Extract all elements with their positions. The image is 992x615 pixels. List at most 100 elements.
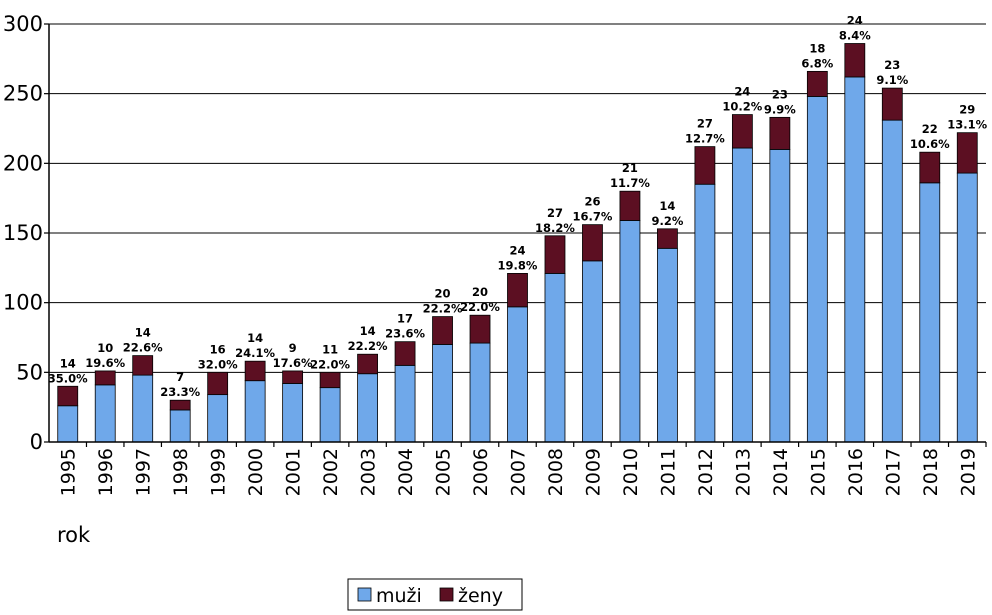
bar-zeny xyxy=(806,70,828,97)
data-label-percent: 22.2% xyxy=(348,339,388,353)
data-label-percent: 9.9% xyxy=(764,102,796,116)
x-tick-label: 2000 xyxy=(245,448,267,496)
x-tick-label: 2001 xyxy=(283,448,305,496)
bar-muzi xyxy=(57,405,79,443)
legend-swatch-zeny xyxy=(439,587,454,602)
data-label-count: 27 xyxy=(547,206,563,220)
data-label-percent: 23.3% xyxy=(160,385,200,399)
bar-zeny xyxy=(619,190,641,221)
y-tick-label: 200 xyxy=(3,151,43,175)
bar-muzi xyxy=(694,183,716,443)
data-label-percent: 32.0% xyxy=(198,357,238,371)
x-tick-label: 2009 xyxy=(582,448,604,496)
bar-zeny xyxy=(657,228,678,249)
data-label-percent: 24.1% xyxy=(235,346,275,360)
legend-box xyxy=(347,578,523,611)
bar-muzi xyxy=(769,148,791,443)
x-tick-label: 2013 xyxy=(732,448,754,496)
data-label-count: 14 xyxy=(135,326,151,340)
data-label-percent: 9.2% xyxy=(651,214,683,228)
legend: muži ženy xyxy=(347,578,523,611)
data-label-count: 24 xyxy=(509,243,525,257)
x-tick-label: 2014 xyxy=(770,448,792,496)
bar-muzi xyxy=(469,342,491,443)
data-label-percent: 19.8% xyxy=(498,258,538,272)
data-label-percent: 10.2% xyxy=(722,100,762,114)
bar-muzi xyxy=(844,76,866,443)
bar-zeny xyxy=(319,371,341,389)
legend-label-muzi: muži xyxy=(376,585,422,607)
legend-swatch-muzi xyxy=(357,587,372,602)
data-label-percent: 22.2% xyxy=(423,302,463,316)
x-tick-label: 2008 xyxy=(545,448,567,496)
bar-muzi xyxy=(244,380,266,443)
data-label-count: 20 xyxy=(472,285,488,299)
x-tick-label: 1999 xyxy=(208,448,230,496)
bar-muzi xyxy=(319,387,341,443)
data-label-count: 14 xyxy=(60,356,76,370)
data-label-percent: 12.7% xyxy=(685,132,725,146)
data-label-count: 14 xyxy=(360,324,376,338)
axes xyxy=(48,24,986,443)
data-label-count: 14 xyxy=(247,331,263,345)
bar-zeny xyxy=(844,43,866,78)
data-label-percent: 18.2% xyxy=(535,221,575,235)
bar-muzi xyxy=(357,373,378,443)
legend-label-zeny: ženy xyxy=(458,585,503,607)
data-label-percent: 22.0% xyxy=(460,300,500,314)
x-tick-label: 1997 xyxy=(133,448,155,496)
bar-zeny xyxy=(282,370,304,384)
y-tick-label: 100 xyxy=(3,291,43,315)
data-label-percent: 35.0% xyxy=(48,371,88,385)
data-label-count: 10 xyxy=(97,341,113,355)
bar-zeny xyxy=(207,371,229,396)
bar-muzi xyxy=(132,374,154,443)
bar-zeny xyxy=(769,116,791,150)
bar-zeny xyxy=(582,224,603,262)
bar-muzi xyxy=(282,383,304,443)
x-tick-label: 2016 xyxy=(845,448,867,496)
x-tick-label: 2019 xyxy=(957,448,979,496)
data-label-percent: 22.6% xyxy=(123,341,163,355)
x-tick-label: 2003 xyxy=(358,448,380,496)
x-tick-label: 2004 xyxy=(395,448,417,496)
x-tick-label: 2017 xyxy=(882,448,904,496)
x-axis-label: rok xyxy=(57,523,91,547)
data-label-count: 18 xyxy=(809,41,825,55)
x-tick-label: 2007 xyxy=(508,448,530,496)
bar-muzi xyxy=(657,247,678,443)
y-axis-ticks: 0 50 100 150 200 250 300 xyxy=(3,12,49,454)
data-label-percent: 8.4% xyxy=(839,29,871,43)
data-label-count: 20 xyxy=(435,287,451,301)
bar-muzi xyxy=(432,344,453,443)
x-tick-label: 2010 xyxy=(620,448,642,496)
data-label-count: 26 xyxy=(584,195,600,209)
bar-zeny xyxy=(132,355,154,376)
data-label-count: 21 xyxy=(622,161,638,175)
bar-zeny xyxy=(57,385,79,407)
x-tick-label: 1995 xyxy=(58,448,80,496)
bar-zeny xyxy=(507,273,528,308)
bar-muzi xyxy=(806,96,828,443)
data-label-percent: 9.1% xyxy=(876,73,908,87)
bar-zeny xyxy=(94,370,116,386)
data-label-count: 24 xyxy=(847,14,863,28)
bar-zeny xyxy=(357,353,378,375)
bars xyxy=(57,43,978,443)
bar-zeny xyxy=(919,151,941,184)
y-tick-label: 0 xyxy=(30,430,43,454)
x-tick-label: 1996 xyxy=(95,448,117,496)
data-label-percent: 22.0% xyxy=(310,357,350,371)
bar-muzi xyxy=(619,220,641,443)
y-tick-label: 300 xyxy=(3,12,43,36)
x-tick-label: 2011 xyxy=(657,448,679,496)
x-tick-label: 2012 xyxy=(695,448,717,496)
bar-zeny xyxy=(544,235,566,274)
data-label-percent: 19.6% xyxy=(85,356,125,370)
x-tick-label: 2002 xyxy=(320,448,342,496)
data-label-percent: 23.6% xyxy=(385,327,425,341)
bar-muzi xyxy=(169,409,191,443)
y-tick-label: 50 xyxy=(16,360,43,384)
data-label-count: 14 xyxy=(659,199,675,213)
data-label-count: 23 xyxy=(884,58,900,72)
